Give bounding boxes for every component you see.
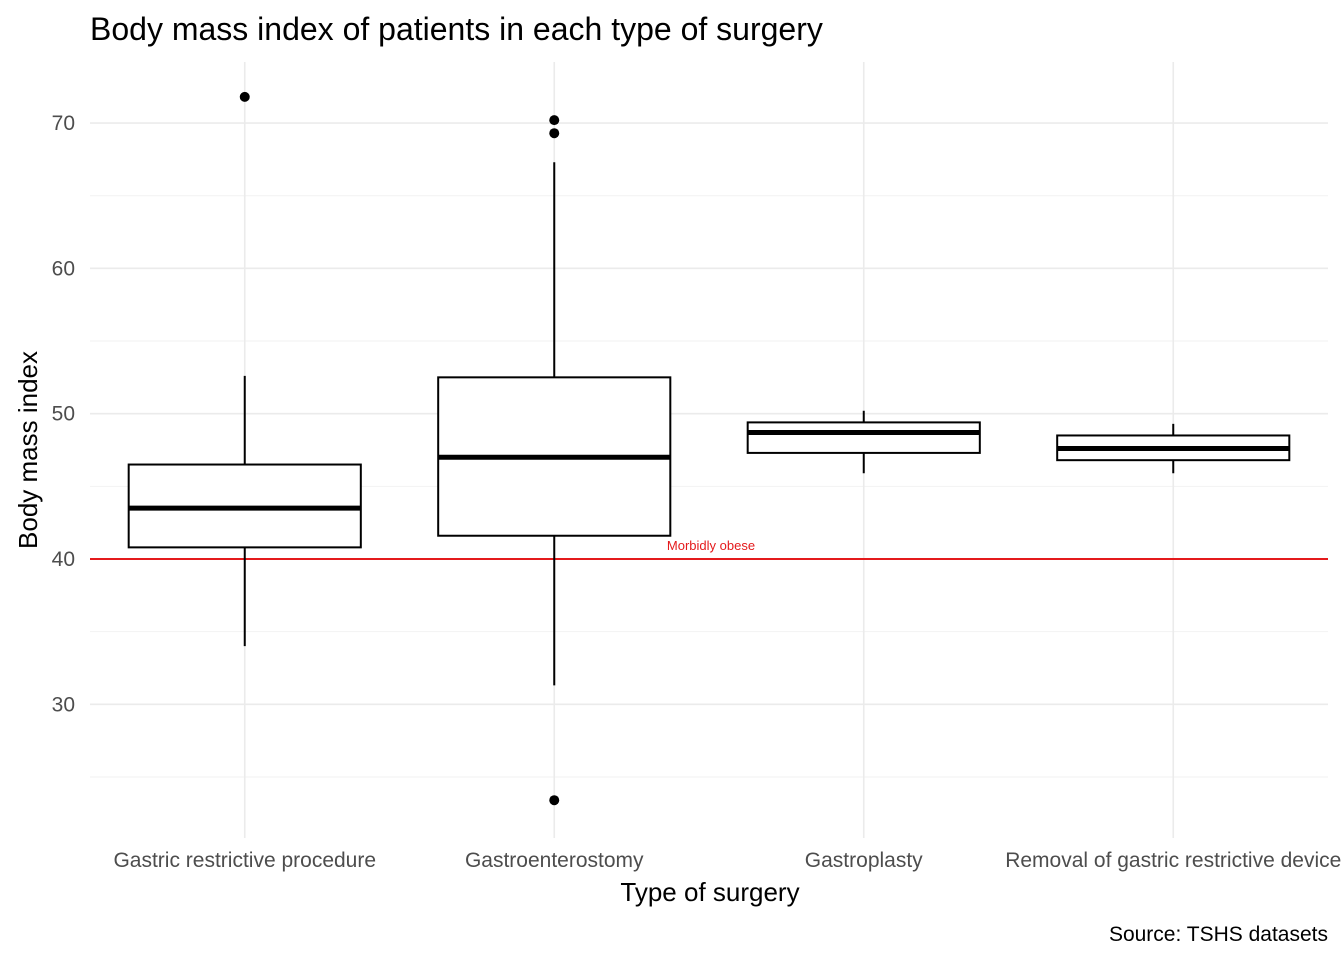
y-tick-label: 60 <box>52 257 75 280</box>
y-tick-labels: 30 40 50 60 70 <box>52 112 75 716</box>
x-tick-label: Removal of gastric restrictive device <box>1005 849 1341 872</box>
box-iqr <box>746 421 981 454</box>
reference-line-label: Morbidly obese <box>667 538 755 553</box>
x-tick-label: Gastroenterostomy <box>465 849 644 872</box>
box-0 <box>127 91 362 647</box>
caption: Source: TSHS datasets <box>1109 923 1328 946</box>
reference-line-group: Morbidly obese <box>90 538 1328 560</box>
outlier-point <box>549 115 560 126</box>
box-2 <box>746 410 981 474</box>
boxes <box>127 91 1291 806</box>
chart-title: Body mass index of patients in each type… <box>90 11 823 47</box>
y-tick-label: 70 <box>52 112 75 135</box>
x-axis-title: Type of surgery <box>620 877 799 907</box>
outlier-point <box>549 128 560 139</box>
x-tick-label: Gastroplasty <box>805 849 923 872</box>
box-3 <box>1056 423 1291 474</box>
outlier-point <box>549 795 560 806</box>
y-tick-label: 30 <box>52 693 75 716</box>
outlier-point <box>239 91 250 102</box>
x-tick-label: Gastric restrictive procedure <box>113 849 376 872</box>
box-1 <box>437 115 672 806</box>
y-tick-label: 50 <box>52 403 75 426</box>
y-axis-title: Body mass index <box>13 351 43 549</box>
x-tick-labels: Gastric restrictive procedure Gastroenter… <box>113 849 1341 872</box>
y-tick-label: 40 <box>52 548 75 571</box>
